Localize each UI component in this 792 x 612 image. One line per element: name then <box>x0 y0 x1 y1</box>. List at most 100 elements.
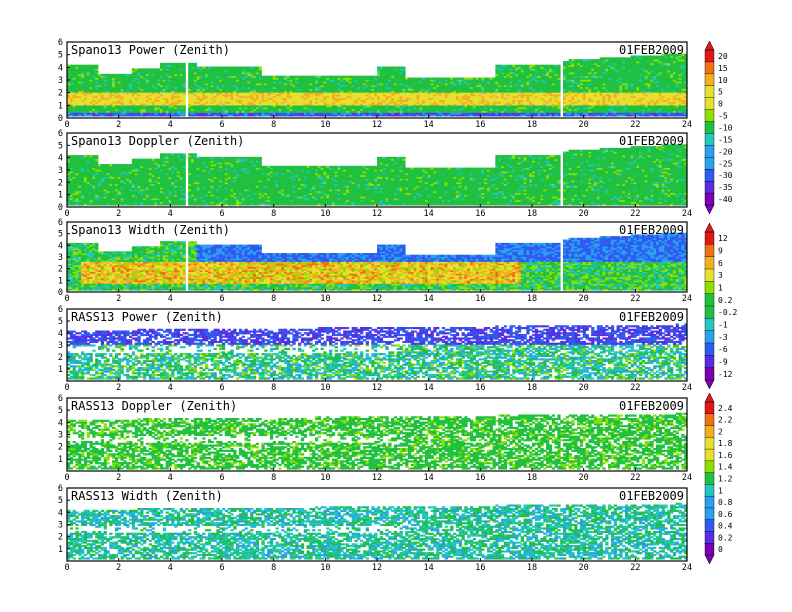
heatmap-cell <box>256 67 259 69</box>
heatmap-cell <box>442 78 445 80</box>
heatmap-cell <box>563 61 566 63</box>
heatmap-cell <box>245 67 248 69</box>
heatmap-cell <box>335 76 338 78</box>
heatmap-cell <box>577 59 580 61</box>
heatmap-cell <box>507 65 510 67</box>
heatmap-cell <box>135 68 138 70</box>
heatmap-cell <box>208 67 211 69</box>
heatmap-cell <box>222 67 225 69</box>
heatmap-cell <box>132 68 135 70</box>
heatmap-cell <box>290 76 293 78</box>
heatmap-cell <box>140 68 143 70</box>
heatmap-cell <box>509 65 512 67</box>
heatmap-cell <box>453 78 456 80</box>
heatmap-cell <box>354 76 357 78</box>
heatmap-cell <box>369 76 372 78</box>
heatmap-cell <box>600 57 603 59</box>
heatmap-cell <box>352 76 355 78</box>
heatmap-cell <box>614 57 617 59</box>
heatmap-cell <box>526 65 529 67</box>
heatmap-cell <box>87 65 90 67</box>
heatmap-cell <box>546 65 549 67</box>
heatmap-cell <box>538 65 541 67</box>
heatmap-cell <box>493 78 496 80</box>
heatmap-cell <box>419 78 422 80</box>
heatmap-cell <box>518 65 521 67</box>
heatmap-cell <box>191 63 194 65</box>
heatmap-cell <box>126 74 129 76</box>
heatmap-cell <box>73 65 76 67</box>
heatmap-cell <box>264 76 267 78</box>
heatmap-cell <box>439 78 442 80</box>
heatmap-cell <box>416 78 419 80</box>
heatmap-cell <box>580 59 583 61</box>
heatmap-cell <box>90 65 93 67</box>
heatmap-cell <box>524 65 527 67</box>
heatmap-cell <box>363 76 366 78</box>
heatmap-cell <box>597 59 600 61</box>
heatmap-cell <box>292 76 295 78</box>
heatmap-cell <box>307 76 310 78</box>
heatmap-cell <box>450 78 453 80</box>
heatmap-cell <box>605 57 608 59</box>
heatmap-cell <box>143 68 146 70</box>
heatmap-cell <box>214 67 217 69</box>
heatmap-cell <box>84 65 87 67</box>
heatmap-cell <box>219 67 222 69</box>
heatmap-cell <box>611 57 614 59</box>
heatmap-cell <box>261 76 264 78</box>
heatmap-cell <box>115 74 118 76</box>
heatmap-cell <box>555 65 558 67</box>
heatmap-cell <box>617 57 620 59</box>
heatmap-cell <box>183 63 186 65</box>
heatmap-cell <box>349 76 352 78</box>
heatmap-cell <box>301 76 304 78</box>
heatmap-cell <box>462 78 465 80</box>
heatmap-cell <box>529 65 532 67</box>
heatmap-cell <box>287 76 290 78</box>
heatmap-cell <box>385 67 388 69</box>
heatmap-cell <box>81 65 84 67</box>
heatmap-cell <box>278 76 281 78</box>
heatmap-cell <box>70 65 73 67</box>
heatmap-cell <box>230 67 233 69</box>
heatmap-cell <box>543 65 546 67</box>
heatmap-cell <box>276 76 279 78</box>
heatmap-cell <box>512 65 515 67</box>
heatmap-cell <box>338 76 341 78</box>
heatmap-cell <box>326 76 329 78</box>
heatmap-cell <box>478 78 481 80</box>
heatmap-cell <box>459 78 462 80</box>
heatmap-cell <box>332 76 335 78</box>
heatmap-cell <box>498 65 501 67</box>
heatmap-cell <box>233 67 236 69</box>
heatmap-cell <box>304 76 307 78</box>
heatmap-cell <box>106 74 109 76</box>
heatmap-cell <box>394 67 397 69</box>
heatmap-cell <box>166 63 169 65</box>
heatmap-cell <box>346 76 349 78</box>
heatmap-cell <box>309 76 312 78</box>
heatmap-cell <box>163 63 166 65</box>
heatmap-cell <box>501 65 504 67</box>
heatmap-cell <box>383 67 386 69</box>
heatmap-cell <box>250 67 253 69</box>
heatmap-cell <box>137 68 140 70</box>
heatmap-cell <box>445 78 448 80</box>
heatmap-cell <box>397 67 400 69</box>
heatmap-cell <box>391 67 394 69</box>
heatmap-cell <box>312 76 315 78</box>
heatmap-cell <box>267 76 270 78</box>
heatmap-cell <box>414 78 417 80</box>
heatmap-cell <box>253 67 256 69</box>
heatmap-cell <box>431 78 434 80</box>
heatmap-cell <box>456 78 459 80</box>
heatmap-cell <box>112 74 115 76</box>
heatmap-cell <box>588 59 591 61</box>
heatmap-field <box>67 54 687 117</box>
heatmap-cell <box>380 67 383 69</box>
heatmap-cell <box>75 65 78 67</box>
heatmap-cell <box>247 67 250 69</box>
heatmap-cell <box>400 67 403 69</box>
heatmap-cell <box>101 74 104 76</box>
